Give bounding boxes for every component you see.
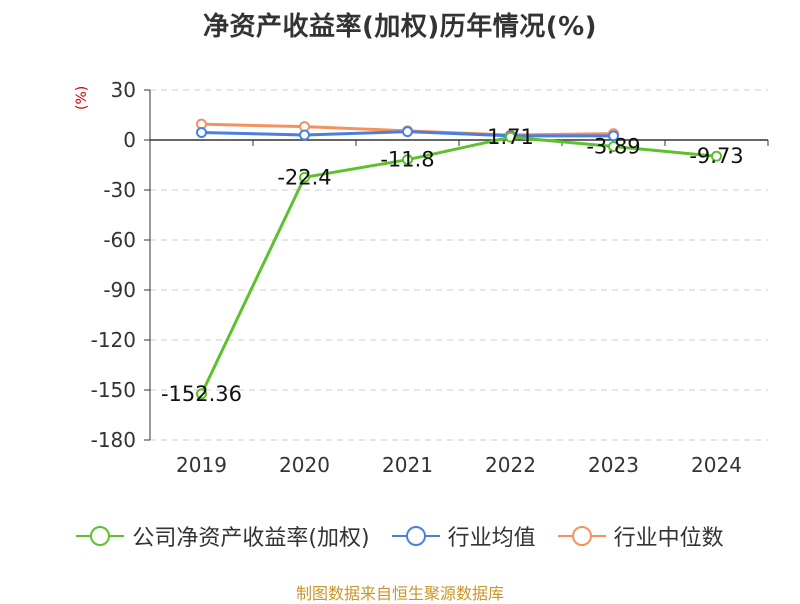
series-line	[200, 135, 717, 395]
data-point	[196, 388, 207, 400]
legend-item-industry-mean[interactable]: 行业均值	[391, 520, 536, 552]
legend: 公司净资产收益率(加权) 行业均值 行业中位数	[0, 520, 800, 552]
x-tick-label: 2020	[279, 453, 330, 477]
data-point	[402, 126, 413, 138]
x-tick-label: 2021	[382, 453, 433, 477]
axes	[144, 89, 769, 441]
legend-label-company: 公司净资产收益率(加权)	[132, 526, 370, 551]
legend-marker-industry-mean	[391, 524, 440, 548]
data-point	[505, 131, 516, 143]
legend-label-industry-mean: 行业均值	[447, 526, 536, 551]
data-label: 1.71	[487, 125, 534, 149]
x-tick-label: 2019	[176, 453, 227, 477]
data-point	[299, 171, 310, 183]
data-point	[402, 154, 413, 166]
y-tick-label: 30	[111, 78, 136, 102]
data-label: -3.89	[586, 134, 640, 158]
data-label: -22.4	[277, 165, 331, 189]
data-point	[608, 140, 619, 152]
data-point	[711, 150, 722, 162]
grid-lines	[150, 89, 768, 441]
y-tick-label: -150	[91, 378, 136, 402]
data-labels: -152.36 -22.4 -11.8 1.71 -3.89 -9.73	[161, 125, 744, 406]
data-point	[196, 127, 207, 138]
y-tick-label: 0	[123, 128, 136, 152]
legend-label-industry-median: 行业中位数	[613, 526, 724, 551]
data-label: -152.36	[161, 382, 242, 406]
data-source-note: 制图数据来自恒生聚源数据库	[295, 584, 504, 603]
y-tick-label: -30	[103, 178, 136, 202]
legend-marker-industry-median	[557, 524, 606, 548]
legend-item-industry-median[interactable]: 行业中位数	[557, 520, 724, 552]
legend-marker-company	[76, 524, 125, 548]
y-tick-label: -180	[91, 428, 136, 452]
series-points	[196, 118, 722, 400]
x-tick-label: 2022	[485, 453, 536, 477]
y-tick-label: -90	[103, 278, 136, 302]
x-tick-label: 2023	[588, 453, 639, 477]
tick-labels: 30 0 -30 -60 -90 -120 -150 -180 2019 2020 2021 2022…	[91, 78, 742, 477]
data-label: -11.8	[380, 148, 434, 172]
y-tick-label: -120	[91, 328, 136, 352]
legend-item-company[interactable]: 公司净资产收益率(加权)	[76, 520, 370, 552]
x-tick-label: 2024	[691, 453, 742, 477]
data-point	[608, 130, 619, 142]
chart-title: 净资产收益率(加权)历年情况(%)	[202, 12, 598, 42]
y-tick-label: -60	[103, 228, 136, 252]
data-point	[299, 129, 310, 141]
data-label: -9.73	[689, 144, 743, 168]
